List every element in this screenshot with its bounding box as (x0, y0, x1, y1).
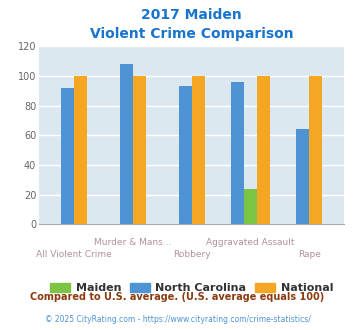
Bar (74, 76, 87, 224)
Legend: Maiden, North Carolina, National: Maiden, North Carolina, National (45, 278, 338, 298)
Text: Robbery: Robbery (173, 250, 211, 259)
Bar (231, 82, 244, 224)
Text: Compared to U.S. average. (U.S. average equals 100): Compared to U.S. average. (U.S. average … (31, 292, 324, 302)
Title: 2017 Maiden
Violent Crime Comparison: 2017 Maiden Violent Crime Comparison (90, 9, 294, 41)
Bar (257, 76, 270, 224)
Bar (133, 76, 146, 224)
Bar (120, 64, 133, 224)
Bar (192, 76, 204, 224)
Text: Aggravated Assault: Aggravated Assault (206, 238, 295, 247)
Text: All Violent Crime: All Violent Crime (37, 250, 112, 259)
Bar (179, 86, 192, 224)
Bar (244, 189, 257, 224)
Bar (296, 129, 309, 224)
Text: Murder & Mans...: Murder & Mans... (94, 238, 172, 247)
Text: Rape: Rape (298, 250, 321, 259)
Bar (61, 88, 74, 224)
Bar (309, 76, 322, 224)
Text: © 2025 CityRating.com - https://www.cityrating.com/crime-statistics/: © 2025 CityRating.com - https://www.city… (45, 315, 310, 324)
